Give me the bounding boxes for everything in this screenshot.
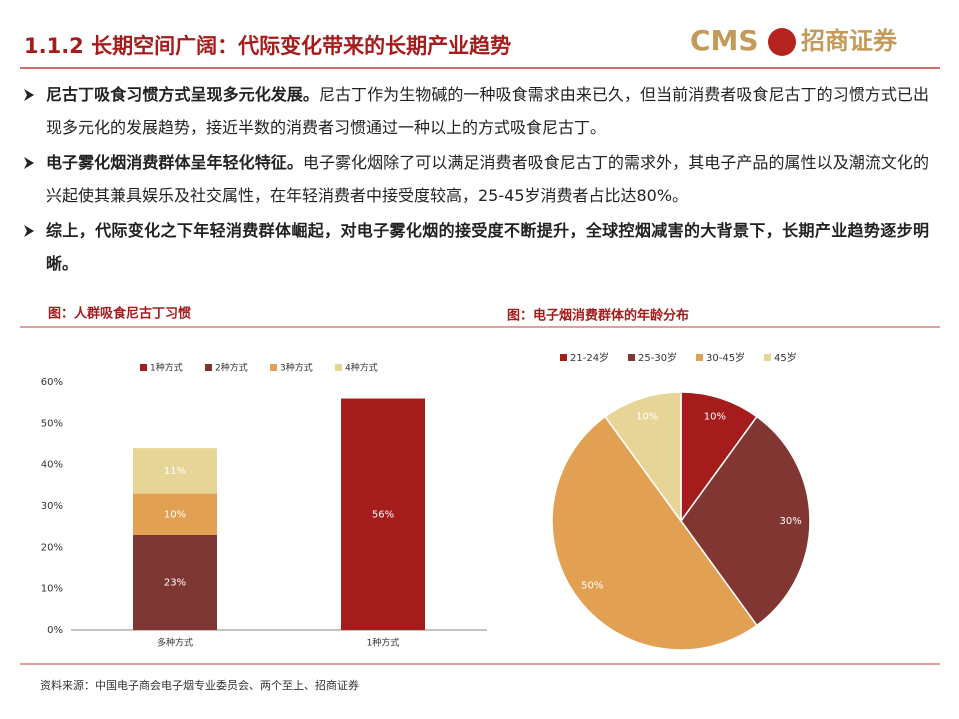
bullet-bold: 电子雾化烟消费群体呈年轻化特征。 — [46, 153, 303, 172]
bullets: 尼古丁吸食习惯方式呈现多元化发展。尼古丁作为生物碱的一种吸食需求由来已久，但当前… — [24, 78, 929, 282]
data-label: 10% — [636, 412, 658, 423]
bullet-bold: 尼古丁吸食习惯方式呈现多元化发展。 — [46, 85, 319, 104]
legend-swatch — [628, 354, 635, 361]
legend-label: 1种方式 — [150, 362, 183, 374]
legend-label: 3种方式 — [280, 362, 313, 374]
y-tick-label: 60% — [41, 377, 63, 388]
bar-segment — [133, 534, 217, 630]
legend-swatch — [560, 354, 567, 361]
legend-label: 30-45岁 — [706, 351, 745, 364]
legend-swatch — [764, 354, 771, 361]
logo-icon — [768, 28, 796, 56]
source: 资料来源：中国电子商会电子烟专业委员会、两个至上、招商证券 — [40, 678, 359, 692]
bullet-arrow — [24, 225, 34, 237]
chart-title: 图：电子烟消费群体的年龄分布 — [507, 308, 689, 324]
legend-swatch — [205, 364, 212, 371]
y-tick-label: 10% — [41, 584, 63, 595]
data-label: 10% — [164, 509, 186, 520]
logo-text: CMS — [690, 24, 759, 57]
bullet: 综上，代际变化之下年轻消费群体崛起，对电子雾化烟的接受度不断提升，全球控烟减害的… — [24, 214, 929, 280]
legend-label: 2种方式 — [215, 362, 248, 374]
y-tick-label: 40% — [41, 460, 63, 471]
legend-swatch — [140, 364, 147, 371]
bar-segment — [133, 493, 217, 535]
y-tick-label: 0% — [47, 625, 63, 636]
bullet-bold: 综上，代际变化之下年轻消费群体崛起，对电子雾化烟的接受度不断提升，全球控烟减害的… — [46, 221, 929, 273]
data-label: 56% — [372, 509, 394, 520]
pie-slice — [680, 391, 758, 524]
legend-label: 21-24岁 — [570, 351, 609, 364]
data-label: 50% — [581, 580, 603, 591]
bullet-text: 电子雾化烟除了可以满足消费者吸食尼古丁的需求外，其电子产品的属性以及潮流文化的兴… — [46, 153, 929, 205]
legend-label: 25-30岁 — [638, 351, 677, 364]
data-label: 11% — [164, 466, 186, 477]
legend-label: 4种方式 — [345, 362, 378, 374]
x-tick-label: 多种方式 — [157, 637, 193, 649]
data-label: 10% — [704, 412, 726, 423]
bar-segment — [341, 398, 425, 630]
data-label: 23% — [164, 577, 186, 588]
pie-slice — [604, 391, 682, 524]
bar-segment — [133, 448, 217, 494]
chart-title: 图：人群吸食尼古丁习惯 — [48, 306, 191, 322]
bullet-arrow — [24, 157, 34, 169]
legend-swatch — [696, 354, 703, 361]
legend-swatch — [335, 364, 342, 371]
pie-slice — [680, 415, 811, 627]
legend-label: 45岁 — [774, 351, 797, 364]
pie-slice — [551, 415, 758, 651]
y-tick-label: 20% — [41, 542, 63, 553]
bullet-arrow — [24, 89, 34, 101]
x-tick-label: 1种方式 — [367, 637, 400, 649]
section-title: 1.1.2 长期空间广阔：代际变化带来的长期产业趋势 — [24, 34, 511, 58]
y-tick-label: 30% — [41, 501, 63, 512]
legend-swatch — [270, 364, 277, 371]
data-label: 30% — [780, 516, 802, 527]
y-tick-label: 50% — [41, 418, 63, 429]
bullet: 尼古丁吸食习惯方式呈现多元化发展。尼古丁作为生物碱的一种吸食需求由来已久，但当前… — [24, 78, 929, 144]
bullet: 电子雾化烟消费群体呈年轻化特征。电子雾化烟除了可以满足消费者吸食尼古丁的需求外，… — [24, 146, 929, 212]
logo-cn: 招商证券 — [801, 27, 898, 55]
bullet-text: 尼古丁作为生物碱的一种吸食需求由来已久，但当前消费者吸食尼古丁的习惯方式已出现多… — [46, 85, 929, 137]
